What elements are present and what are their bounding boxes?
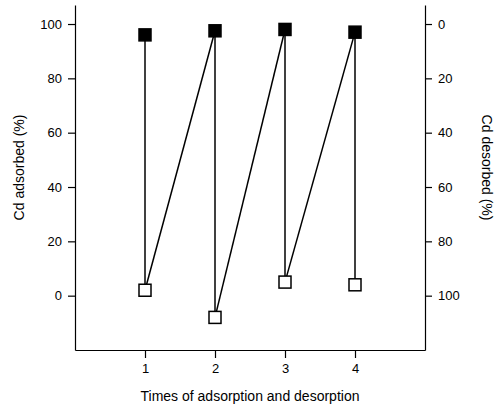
tick-label: 20 xyxy=(438,71,452,86)
tick-label: 0 xyxy=(438,17,445,32)
y-axis: 0 20 40 60 80 100 xyxy=(40,6,75,351)
tick: 100 xyxy=(40,17,75,32)
tick: 1 xyxy=(142,350,149,376)
tick-label: 60 xyxy=(48,125,62,140)
tick-mark xyxy=(285,350,286,358)
tick-mark xyxy=(68,133,75,134)
open-square-marker xyxy=(279,276,291,288)
tick-mark xyxy=(68,78,75,79)
tick-mark xyxy=(425,187,432,188)
tick: 4 xyxy=(352,350,359,376)
y2-axis-title: Cd desorbed (%) xyxy=(479,115,495,221)
y-axis-title: Cd adsorbed (%) xyxy=(11,115,27,221)
tick-mark xyxy=(425,241,432,242)
tick-label: 0 xyxy=(55,288,62,303)
marks xyxy=(139,23,361,323)
open-square-marker xyxy=(349,279,361,291)
tick-label: 20 xyxy=(48,234,62,249)
filled-square-marker xyxy=(279,23,291,35)
tick: 40 xyxy=(425,125,452,140)
tick-mark xyxy=(355,350,356,358)
x-axis-line xyxy=(76,350,426,351)
tick-mark xyxy=(425,24,432,25)
tick-label: 2 xyxy=(212,361,219,376)
y2-axis: 0 20 40 60 80 100 xyxy=(425,6,460,351)
tick-label: 3 xyxy=(282,361,289,376)
tick-mark xyxy=(145,350,146,358)
tick: 0 xyxy=(425,17,445,32)
x-axis: 1 2 3 4 xyxy=(76,350,426,376)
tick-label: 100 xyxy=(438,288,460,303)
tick: 80 xyxy=(48,71,75,86)
connector xyxy=(215,29,285,317)
tick: 60 xyxy=(48,125,75,140)
connector xyxy=(354,32,356,285)
open-square-marker xyxy=(209,311,221,323)
connector xyxy=(284,29,286,282)
tick-label: 1 xyxy=(142,361,149,376)
tick-mark xyxy=(425,133,432,134)
tick: 0 xyxy=(55,288,75,303)
tick: 20 xyxy=(48,234,75,249)
open-square-marker xyxy=(139,284,151,296)
tick: 2 xyxy=(212,350,219,376)
tick-mark xyxy=(215,350,216,358)
tick-mark xyxy=(425,78,432,79)
tick-mark xyxy=(68,241,75,242)
tick-label: 60 xyxy=(438,180,452,195)
y2-axis-line xyxy=(425,6,426,351)
tick-label: 4 xyxy=(352,361,359,376)
plot: 1234020406080100020406080100 xyxy=(40,6,459,377)
tick-label: 100 xyxy=(40,17,62,32)
chart: 1234020406080100020406080100Times of ads… xyxy=(0,0,500,413)
filled-square-marker xyxy=(209,25,221,37)
tick: 20 xyxy=(425,71,452,86)
tick-mark xyxy=(68,187,75,188)
tick: 3 xyxy=(282,350,289,376)
tick-label: 80 xyxy=(48,71,62,86)
tick: 80 xyxy=(425,234,452,249)
tick-mark xyxy=(425,296,432,297)
connector xyxy=(145,31,215,290)
x-axis-title: Times of adsorption and desorption xyxy=(141,388,360,404)
filled-square-marker xyxy=(139,29,151,41)
connector xyxy=(144,35,146,290)
connector xyxy=(285,32,355,282)
y-axis-line xyxy=(75,6,76,351)
tick: 40 xyxy=(48,180,75,195)
tick-label: 40 xyxy=(438,125,452,140)
filled-square-marker xyxy=(349,26,361,38)
tick-mark xyxy=(68,24,75,25)
connector xyxy=(214,31,216,318)
tick: 60 xyxy=(425,180,452,195)
tick-mark xyxy=(68,296,75,297)
tick: 100 xyxy=(425,288,460,303)
tick-label: 40 xyxy=(48,180,62,195)
tick-label: 80 xyxy=(438,234,452,249)
